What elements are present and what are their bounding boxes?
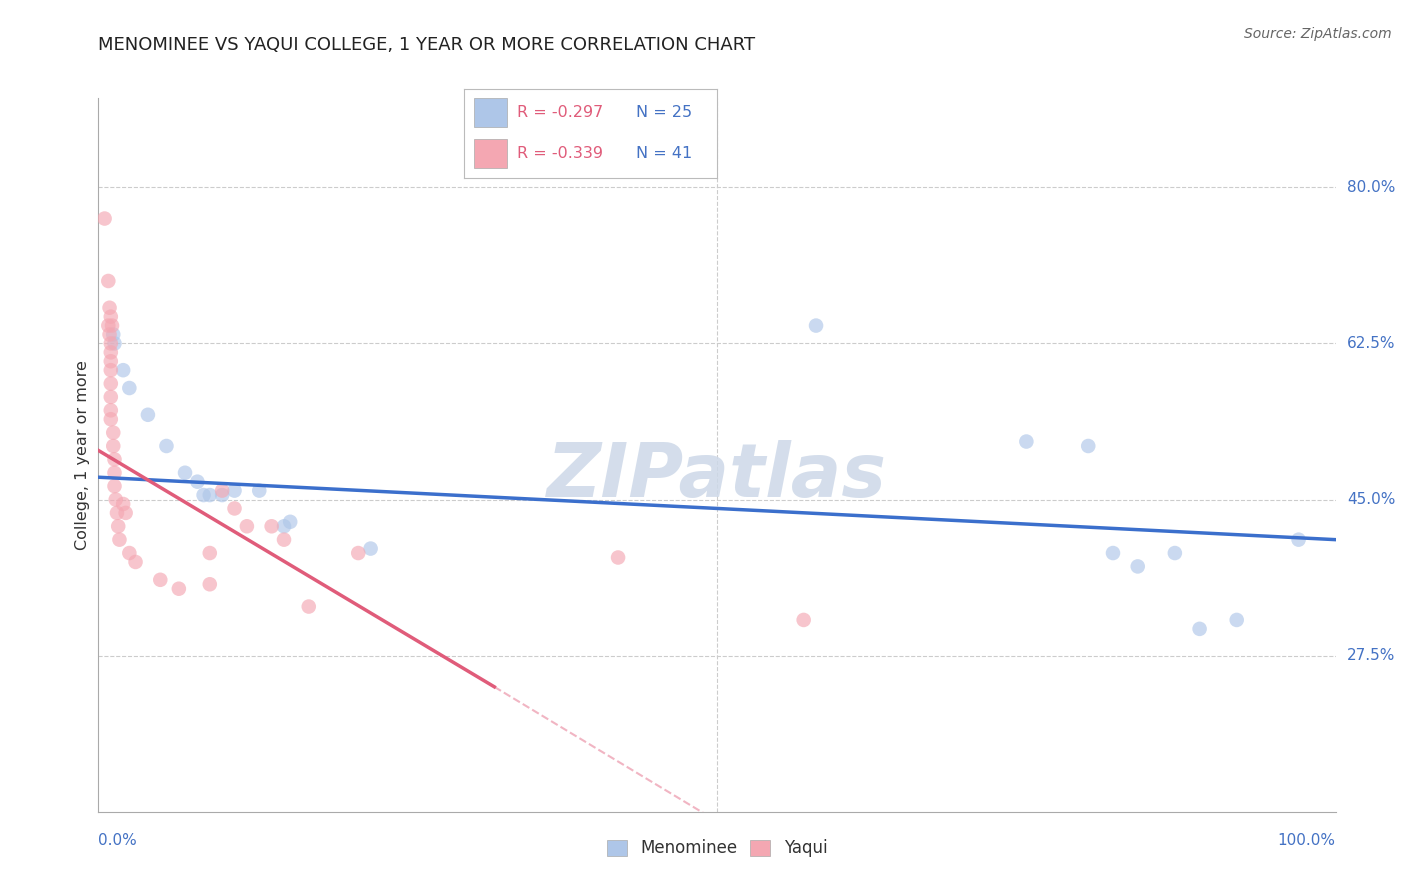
Point xyxy=(1015,434,1038,449)
Point xyxy=(103,425,125,440)
Point xyxy=(1164,546,1187,560)
Text: 27.5%: 27.5% xyxy=(1347,648,1395,663)
Point xyxy=(136,408,159,422)
Point xyxy=(793,613,815,627)
Point xyxy=(260,519,283,533)
Point xyxy=(198,546,221,560)
Point xyxy=(273,519,295,533)
Point xyxy=(224,483,246,498)
Point xyxy=(224,501,246,516)
Text: MENOMINEE VS YAQUI COLLEGE, 1 YEAR OR MORE CORRELATION CHART: MENOMINEE VS YAQUI COLLEGE, 1 YEAR OR MO… xyxy=(98,36,755,54)
Point xyxy=(1126,559,1149,574)
Point xyxy=(100,336,122,351)
Point xyxy=(100,412,122,426)
Point xyxy=(124,555,146,569)
Point xyxy=(103,327,125,342)
Point xyxy=(107,519,129,533)
Point xyxy=(804,318,827,333)
Legend: Menominee, Yaqui: Menominee, Yaqui xyxy=(600,833,834,864)
Point xyxy=(1226,613,1249,627)
Point xyxy=(247,483,270,498)
Text: ZIPatlas: ZIPatlas xyxy=(547,440,887,513)
Point xyxy=(236,519,259,533)
Point xyxy=(118,546,141,560)
Point xyxy=(97,274,120,288)
Point xyxy=(98,327,121,342)
Text: Source: ZipAtlas.com: Source: ZipAtlas.com xyxy=(1244,27,1392,41)
Point xyxy=(100,390,122,404)
Point xyxy=(198,488,221,502)
Text: 80.0%: 80.0% xyxy=(1347,180,1395,194)
Bar xyxy=(474,139,508,168)
Point xyxy=(149,573,172,587)
Text: R = -0.339: R = -0.339 xyxy=(517,146,603,161)
Point xyxy=(112,363,135,377)
Point xyxy=(347,546,370,560)
Point xyxy=(360,541,382,556)
Point xyxy=(1188,622,1211,636)
Point xyxy=(193,488,215,502)
Point xyxy=(101,318,124,333)
Y-axis label: College, 1 year or more: College, 1 year or more xyxy=(75,360,90,549)
Point xyxy=(167,582,190,596)
Point xyxy=(1288,533,1310,547)
Point xyxy=(108,533,131,547)
Point xyxy=(103,439,125,453)
Point xyxy=(1077,439,1099,453)
Text: N = 25: N = 25 xyxy=(636,105,692,120)
Point xyxy=(98,301,121,315)
Point xyxy=(174,466,197,480)
Point xyxy=(211,488,233,502)
Point xyxy=(298,599,321,614)
Point xyxy=(1102,546,1125,560)
Text: 45.0%: 45.0% xyxy=(1347,492,1395,507)
Point xyxy=(100,345,122,359)
Point xyxy=(114,506,136,520)
Point xyxy=(607,550,630,565)
Point xyxy=(186,475,208,489)
Text: R = -0.297: R = -0.297 xyxy=(517,105,603,120)
Point xyxy=(97,318,120,333)
Text: 62.5%: 62.5% xyxy=(1347,336,1395,351)
Point xyxy=(273,533,295,547)
Point xyxy=(103,452,125,467)
Point xyxy=(100,363,122,377)
Text: 100.0%: 100.0% xyxy=(1278,833,1336,848)
Point xyxy=(103,479,125,493)
Point xyxy=(100,376,122,391)
Bar xyxy=(474,98,508,127)
Point xyxy=(103,466,125,480)
Point xyxy=(100,403,122,417)
Point xyxy=(211,483,233,498)
Point xyxy=(112,497,135,511)
Point xyxy=(93,211,115,226)
Point xyxy=(155,439,177,453)
Point xyxy=(118,381,141,395)
Point xyxy=(104,492,127,507)
Point xyxy=(198,577,221,591)
Point xyxy=(278,515,301,529)
Point xyxy=(105,506,128,520)
Text: N = 41: N = 41 xyxy=(636,146,692,161)
Point xyxy=(100,310,122,324)
Point xyxy=(103,336,125,351)
Point xyxy=(100,354,122,368)
Text: 0.0%: 0.0% xyxy=(98,833,138,848)
